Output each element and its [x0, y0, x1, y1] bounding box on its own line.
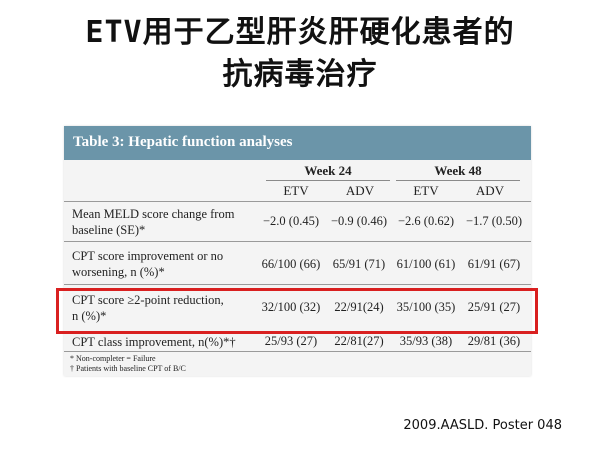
highlight-box: [56, 288, 538, 334]
week-48-header: Week 48: [434, 163, 482, 178]
slide-title-line-2: 抗病毒治疗: [222, 57, 378, 92]
row-label-cpt-reduction-line-2: n (%)*: [72, 309, 107, 323]
table-cell: −2.0 (0.45): [263, 214, 319, 228]
table-cell: 61/100 (61): [396, 257, 456, 271]
table-cell: 22/81(27): [334, 334, 384, 348]
table-caption: Table 3: Hepatic function analyses: [73, 134, 293, 150]
table-cell: 22/91(24): [334, 300, 384, 314]
row-label-meld: Mean MELD score change from baseline (SE…: [72, 206, 257, 238]
drug-header-adv-week24: ADV: [345, 183, 375, 198]
drug-header-etv-week48: ETV: [413, 183, 439, 198]
table-header-bar: Table 3: Hepatic function analyses: [64, 126, 531, 160]
row-label-cpt-reduction-line-1: CPT score ≥2-point reduction,: [72, 293, 224, 307]
table-cell: −0.9 (0.46): [331, 214, 387, 228]
table-cell: 32/100 (32): [261, 300, 321, 314]
drug-header-adv-week48: ADV: [475, 183, 505, 198]
table-cell: 25/93 (27): [264, 334, 318, 348]
row-divider: [64, 284, 531, 285]
table-cell: 25/91 (27): [467, 300, 521, 314]
row-label-meld-line-1: Mean MELD score change from: [72, 207, 235, 221]
slide-title-line-1: ETV用于乙型肝炎肝硬化患者的: [85, 15, 515, 50]
row-label-cpt-class: CPT class improvement, n(%)*†: [72, 335, 236, 349]
hepatic-function-table: Table 3: Hepatic function analyses Week …: [64, 126, 531, 376]
row-label-cpt-reduction: CPT score ≥2-point reduction, n (%)*: [72, 292, 257, 324]
week-24-header: Week 24: [304, 163, 352, 178]
week-24-rule: [266, 180, 390, 181]
row-label-meld-line-2: baseline (SE)*: [72, 223, 146, 237]
slide-title: ETV用于乙型肝炎肝硬化患者的 抗病毒治疗: [0, 12, 600, 96]
table-cell: 35/100 (35): [396, 300, 456, 314]
footnote-non-completer: * Non-completer = Failure: [70, 354, 156, 363]
row-divider: [64, 351, 531, 352]
table-cell: 29/81 (36): [467, 334, 521, 348]
table-cell: 61/91 (67): [467, 257, 521, 271]
header-divider: [64, 201, 531, 202]
drug-header-etv-week24: ETV: [283, 183, 309, 198]
row-label-cpt-improvement-line-1: CPT score improvement or no: [72, 249, 224, 263]
row-divider: [64, 241, 531, 242]
row-label-cpt-improvement: CPT score improvement or no worsening, n…: [72, 248, 257, 280]
table-cell: 65/91 (71): [332, 257, 386, 271]
table-cell: −2.6 (0.62): [398, 214, 454, 228]
table-cell: 66/100 (66): [261, 257, 321, 271]
footnote-baseline-cpt: † Patients with baseline CPT of B/C: [70, 364, 186, 373]
table-cell: −1.7 (0.50): [466, 214, 522, 228]
table-cell: 35/93 (38): [399, 334, 453, 348]
week-48-rule: [396, 180, 520, 181]
citation: 2009.AASLD. Poster 048: [403, 418, 562, 433]
row-label-cpt-improvement-line-2: worsening, n (%)*: [72, 265, 165, 279]
